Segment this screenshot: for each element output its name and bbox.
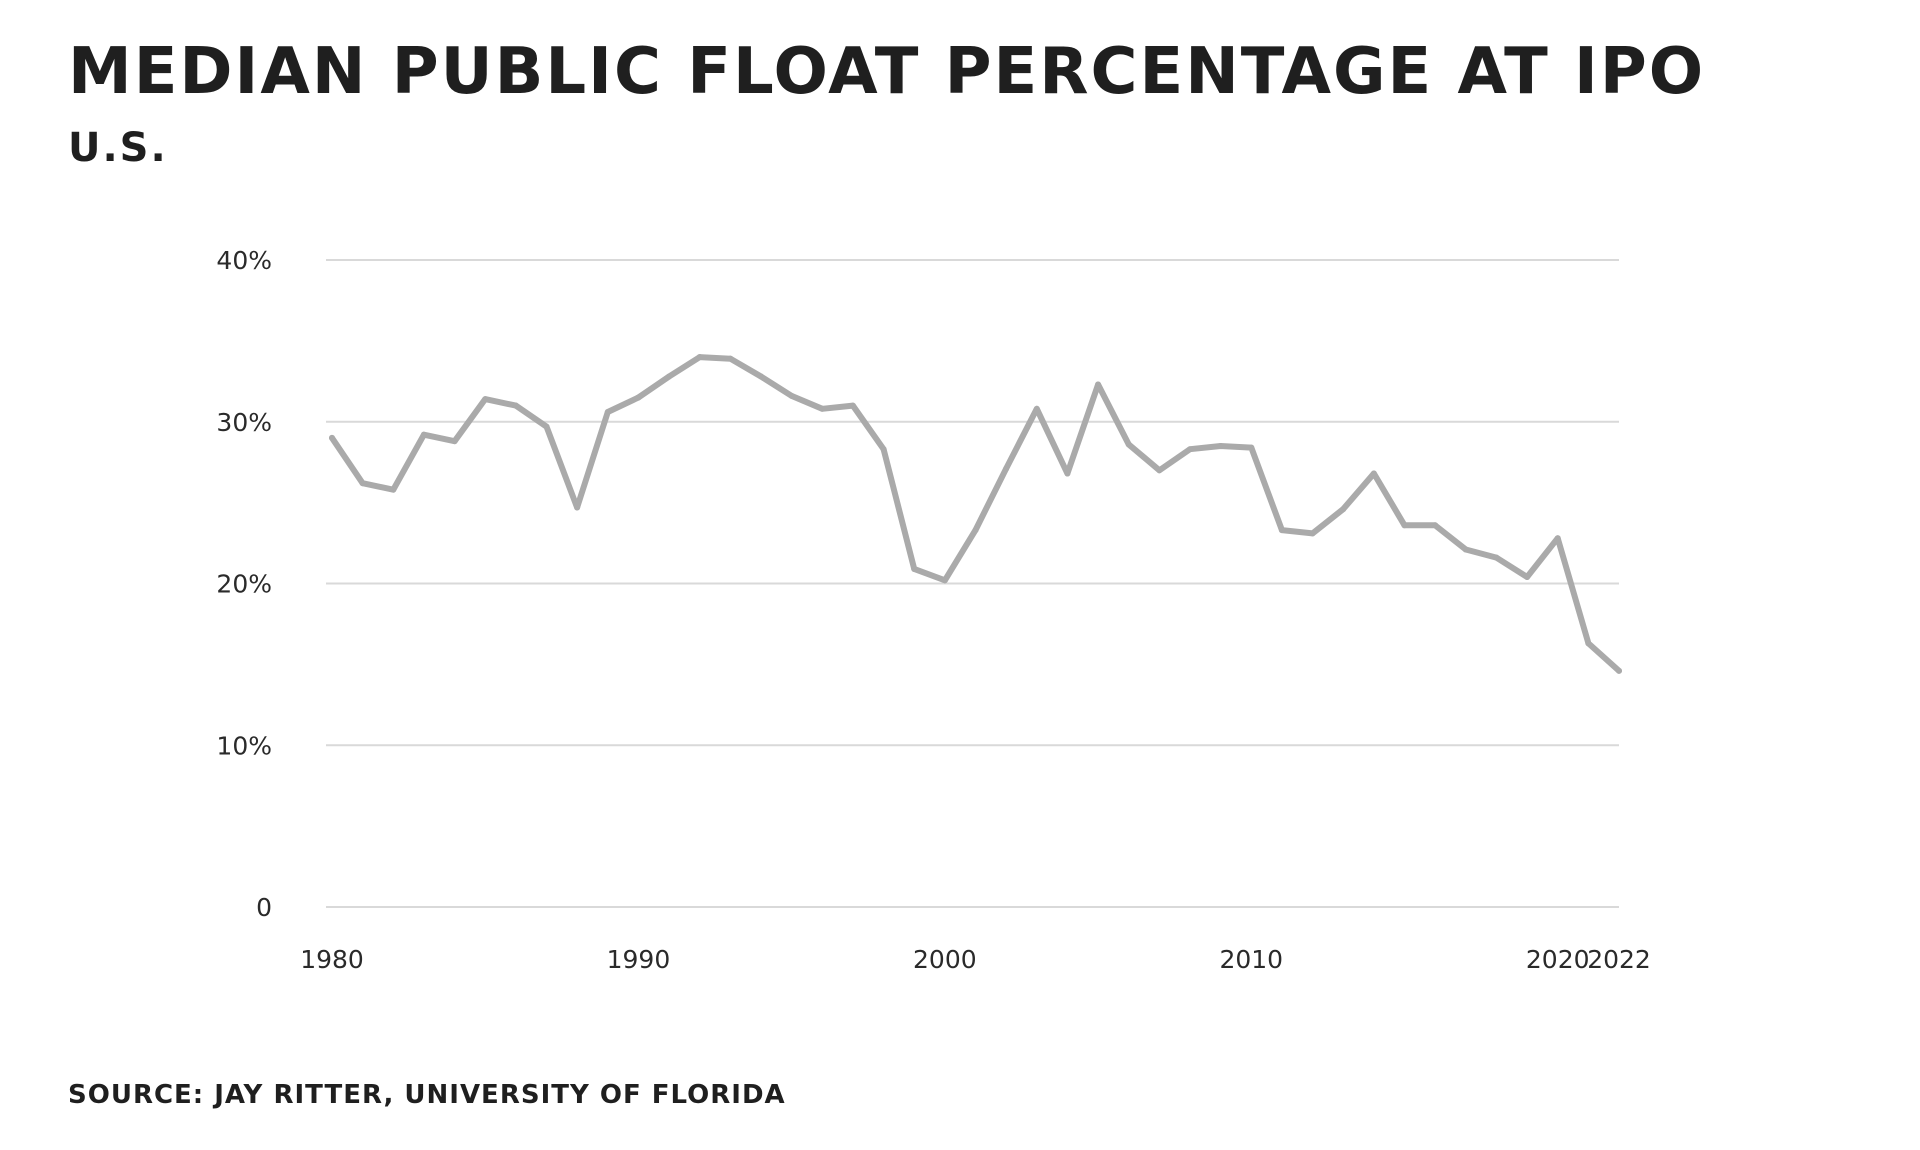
data-point <box>1340 506 1347 513</box>
data-point <box>390 486 397 493</box>
data-point <box>1156 467 1163 474</box>
data-point <box>758 373 764 380</box>
series-line <box>329 354 1622 674</box>
data-point <box>1187 446 1193 453</box>
x-tick-label: 1990 <box>607 945 671 974</box>
data-point <box>574 504 581 511</box>
data-point <box>788 392 795 399</box>
source-note: SOURCE: JAY RITTER, UNIVERSITY OF FLORID… <box>68 1080 786 1110</box>
series-layer <box>329 354 1622 674</box>
data-point <box>972 527 979 534</box>
data-point <box>1462 546 1469 553</box>
x-tick-label: 1980 <box>300 945 364 974</box>
data-point <box>604 409 611 416</box>
chart-title: MEDIAN PUBLIC FLOAT PERCENTAGE AT IPO <box>68 35 1706 109</box>
data-point <box>1309 530 1316 537</box>
data-point <box>512 402 519 409</box>
data-point <box>819 405 826 412</box>
data-point <box>727 355 734 362</box>
data-point <box>1616 667 1622 674</box>
data-point <box>359 480 366 487</box>
data-point <box>666 373 673 380</box>
y-axis-ticks: 0 10% 20% 30% 40% <box>216 246 272 922</box>
data-point <box>1125 441 1132 448</box>
data-point <box>849 402 856 409</box>
y-tick-label: 40% <box>216 246 272 275</box>
data-point <box>420 431 427 438</box>
data-point <box>696 354 703 361</box>
data-point <box>1064 470 1071 477</box>
data-point <box>1370 470 1377 477</box>
y-tick-label: 30% <box>216 408 272 437</box>
x-tick-label: 2000 <box>913 945 977 974</box>
x-tick-label: 2022 <box>1587 945 1651 974</box>
y-tick-label: 20% <box>216 570 272 599</box>
data-point <box>1278 527 1285 534</box>
data-point <box>543 423 550 430</box>
x-tick-label: 2010 <box>1219 945 1283 974</box>
data-point <box>1248 444 1255 451</box>
data-point <box>1585 640 1592 647</box>
data-point <box>482 396 489 403</box>
data-point <box>1003 465 1010 472</box>
data-point <box>635 394 642 401</box>
chart-subtitle: U.S. <box>68 125 168 171</box>
data-point <box>911 565 918 572</box>
data-point <box>1095 381 1102 388</box>
data-point <box>1493 554 1500 561</box>
data-point <box>1554 535 1561 542</box>
data-point <box>329 434 335 441</box>
data-point <box>941 577 948 584</box>
y-tick-label: 10% <box>216 731 272 760</box>
data-point <box>880 446 887 453</box>
x-tick-label: 2020 <box>1526 945 1590 974</box>
data-point <box>451 438 458 445</box>
data-point <box>1033 405 1040 412</box>
data-point <box>1432 522 1439 529</box>
y-tick-label: 0 <box>256 893 272 922</box>
grid-lines <box>326 259 1619 908</box>
data-point <box>1217 443 1224 450</box>
data-point <box>1401 522 1408 529</box>
data-point <box>1524 574 1531 581</box>
